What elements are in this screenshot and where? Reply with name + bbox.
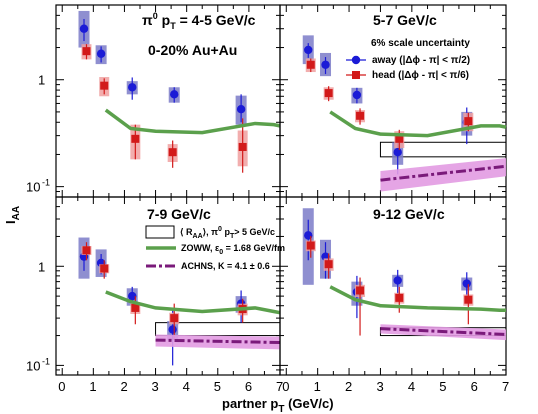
- head-marker: [356, 286, 365, 295]
- away-marker: [462, 279, 471, 288]
- panel-label-4-5: π0 pT = 4-5 GeV/c: [142, 11, 256, 31]
- raa-box: [379, 141, 507, 158]
- head-marker: [131, 134, 140, 143]
- head-marker: [82, 246, 91, 255]
- panel-3: 1 2 3 4 5 6 70: [279, 196, 509, 394]
- y-tick-label: 1: [38, 73, 45, 88]
- legend-raa-label: ⟨ RAA⟩, π0 pT> 5 GeV/c: [180, 226, 275, 240]
- head-marker: [238, 142, 247, 151]
- x-tick-label: 7: [276, 379, 283, 394]
- x-tick-label: 3: [376, 379, 383, 394]
- panel-frame: [279, 196, 507, 376]
- head-marker: [82, 47, 91, 56]
- legend-raa-box: [145, 225, 175, 239]
- panel-label-7-9: 7-9 GeV/c: [147, 206, 211, 222]
- head-marker: [395, 293, 404, 302]
- x-tick-label: 1: [314, 379, 321, 394]
- y-tick-label: 1: [38, 259, 45, 274]
- x-tick-label: 6: [245, 379, 252, 394]
- panel-label-5-7: 5-7 GeV/c: [373, 12, 437, 28]
- x-tick-label: 2: [345, 379, 352, 394]
- x-tick-label: 0: [282, 379, 289, 394]
- legend-head-label: head (|Δϕ - π| < π/6): [372, 70, 469, 81]
- head-marker: [131, 303, 140, 312]
- head-marker: [324, 260, 333, 269]
- zoww-curve: [329, 285, 506, 313]
- achns-band: [380, 158, 506, 192]
- zoww-curve: [105, 290, 281, 315]
- panel-2: 1 10 -1 0 1 2 3 4 5 6 7: [26, 196, 283, 394]
- y-axis-title: IAA: [3, 206, 22, 224]
- annotations: π0 pT = 4-5 GeV/c 0-20% Au+Au 5-7 GeV/c …: [142, 11, 470, 271]
- head-marker: [395, 134, 404, 143]
- away-marker: [352, 90, 362, 100]
- zoww-curve: [329, 110, 507, 138]
- legend-head-marker: [352, 71, 360, 79]
- away-marker: [304, 45, 313, 55]
- x-tick-label: 5: [214, 379, 221, 394]
- x-tick-label: 6: [471, 379, 478, 394]
- panel-1: [279, 4, 507, 198]
- away-marker: [128, 291, 137, 301]
- panel-0: 1 10 -1: [26, 4, 281, 198]
- x-tick-label: 1: [89, 379, 96, 394]
- scale-uncertainty: 6% scale uncertainty: [371, 38, 470, 49]
- away-marker: [321, 60, 330, 69]
- head-marker: [356, 111, 365, 120]
- legend-achns-label: ACHNS, K = 4.1 ± 0.6: [181, 261, 270, 271]
- legend-zoww-label: ZOWW, ε0 = 1.68 GeV/fm: [181, 243, 285, 256]
- achns-curve: [380, 327, 507, 336]
- achns-curve: [380, 164, 507, 182]
- y-tick-label: 10: [26, 180, 40, 195]
- x-tick-label: 7: [502, 379, 509, 394]
- away-marker: [393, 276, 402, 285]
- away-marker: [168, 325, 177, 334]
- head-marker: [100, 264, 109, 273]
- head-marker: [168, 148, 177, 157]
- head-marker: [324, 89, 333, 98]
- legend-away-label: away (|Δϕ - π| < π/2): [372, 55, 470, 66]
- head-marker: [306, 60, 315, 69]
- y-tick-label-exponent: -1: [42, 356, 50, 366]
- x-tick-label: 5: [439, 379, 446, 394]
- away-marker: [393, 147, 402, 157]
- x-tick-label: 4: [408, 379, 415, 394]
- away-marker: [236, 105, 246, 114]
- zoww-curve: [104, 108, 281, 135]
- y-tick-label-exponent: -1: [42, 178, 50, 188]
- away-marker: [96, 49, 106, 58]
- away-marker: [170, 90, 179, 99]
- away-marker: [79, 24, 89, 33]
- head-marker: [100, 81, 109, 90]
- head-marker: [306, 241, 315, 250]
- x-tick-label: 2: [120, 379, 127, 394]
- away-marker: [128, 83, 137, 92]
- x-tick-label: 3: [152, 379, 159, 394]
- centrality-label: 0-20% Au+Au: [148, 42, 237, 58]
- head-marker: [464, 295, 473, 304]
- x-tick-label: 0: [58, 379, 65, 394]
- achns-curve: [155, 338, 281, 345]
- head-marker: [170, 314, 179, 323]
- head-marker: [464, 117, 473, 126]
- x-tick-label: 4: [183, 379, 190, 394]
- legend-away-marker: [351, 55, 361, 65]
- x-axis-title: partner pT (GeV/c): [222, 396, 334, 414]
- y-tick-label: 10: [26, 358, 40, 373]
- panel-label-9-12: 9-12 GeV/c: [373, 206, 445, 222]
